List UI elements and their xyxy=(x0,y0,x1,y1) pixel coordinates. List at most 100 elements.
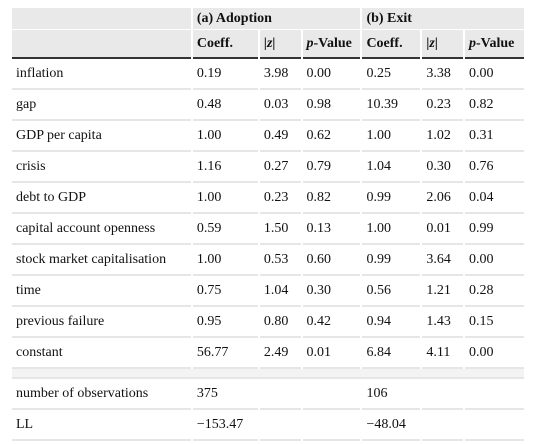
col-header-z-a: |z| xyxy=(259,29,301,59)
cell-p-a: 0.42 xyxy=(302,307,361,338)
cell-p-a: 0.79 xyxy=(302,152,361,183)
cell-p-b: 0.82 xyxy=(464,90,524,121)
col-header-coeff-a: Coeff. xyxy=(192,29,258,59)
cell-p-b: 0.00 xyxy=(464,245,524,276)
row-label: GDP per capita xyxy=(12,121,191,152)
table-row: crisis 1.16 0.27 0.79 1.04 0.30 0.76 xyxy=(12,152,524,183)
cell-coeff-a: 1.00 xyxy=(192,121,258,152)
cell-p-b: 0.28 xyxy=(464,276,524,307)
footer-value-b: 106 xyxy=(362,379,421,410)
cell-p-b: 0.31 xyxy=(464,121,524,152)
cell-p-a: 0.30 xyxy=(302,276,361,307)
cell-coeff-b: 0.99 xyxy=(362,245,421,276)
empty-cell xyxy=(302,379,361,410)
empty-cell xyxy=(259,379,301,410)
cell-coeff-b: 1.00 xyxy=(362,214,421,245)
row-label: stock market capitalisation xyxy=(12,245,191,276)
p-italic: p xyxy=(306,35,314,51)
table-body: inflation 0.19 3.98 0.00 0.25 3.38 0.00 gap 0.48… xyxy=(12,59,524,441)
table-row: capital account openness 0.59 1.50 0.13 1.00… xyxy=(12,214,524,245)
cell-p-a: 0.13 xyxy=(302,214,361,245)
cell-coeff-b: 0.56 xyxy=(362,276,421,307)
cell-coeff-a: 0.19 xyxy=(192,59,258,90)
cell-z-a: 3.98 xyxy=(259,59,301,90)
table-row: GDP per capita 1.00 0.49 0.62 1.00 1.02 0.31 xyxy=(12,121,524,152)
empty-cell xyxy=(464,379,524,410)
cell-z-a: 1.50 xyxy=(259,214,301,245)
cell-z-b: 2.06 xyxy=(422,183,463,214)
cell-coeff-a: 0.59 xyxy=(192,214,258,245)
cell-p-a: 0.00 xyxy=(302,59,361,90)
cell-p-a: 0.82 xyxy=(302,183,361,214)
empty-cell xyxy=(259,410,301,441)
footer-row: number of observations 375 106 xyxy=(12,379,524,410)
table-row: time 0.75 1.04 0.30 0.56 1.21 0.28 xyxy=(12,276,524,307)
cell-coeff-a: 0.75 xyxy=(192,276,258,307)
cell-p-b: 0.00 xyxy=(464,338,524,369)
cell-z-a: 2.49 xyxy=(259,338,301,369)
footer-value-a: 375 xyxy=(192,379,258,410)
row-label: gap xyxy=(12,90,191,121)
cell-coeff-b: 0.99 xyxy=(362,183,421,214)
footer-row: LL −153.47 −48.04 xyxy=(12,410,524,441)
cell-z-a: 0.23 xyxy=(259,183,301,214)
cell-z-b: 0.30 xyxy=(422,152,463,183)
table-row: constant 56.77 2.49 0.01 6.84 4.11 0.00 xyxy=(12,338,524,369)
table-row: gap 0.48 0.03 0.98 10.39 0.23 0.82 xyxy=(12,90,524,121)
empty-cell xyxy=(464,410,524,441)
cell-z-b: 3.38 xyxy=(422,59,463,90)
cell-coeff-b: 0.94 xyxy=(362,307,421,338)
empty-cell xyxy=(422,410,463,441)
cell-p-a: 0.62 xyxy=(302,121,361,152)
cell-p-b: 0.04 xyxy=(464,183,524,214)
cell-z-a: 0.53 xyxy=(259,245,301,276)
cell-coeff-b: 10.39 xyxy=(362,90,421,121)
z-label: |z| xyxy=(263,35,276,51)
row-label: crisis xyxy=(12,152,191,183)
cell-z-b: 0.01 xyxy=(422,214,463,245)
cell-coeff-b: 1.00 xyxy=(362,121,421,152)
row-label: time xyxy=(12,276,191,307)
cell-p-a: 0.01 xyxy=(302,338,361,369)
row-label: capital account openness xyxy=(12,214,191,245)
group-header-exit: (b) Exit xyxy=(362,8,524,29)
cell-z-b: 0.23 xyxy=(422,90,463,121)
cell-coeff-a: 56.77 xyxy=(192,338,258,369)
cell-coeff-a: 1.00 xyxy=(192,183,258,214)
table-row: previous failure 0.95 0.80 0.42 0.94 1.43 0.15 xyxy=(12,307,524,338)
cell-p-a: 0.60 xyxy=(302,245,361,276)
cell-coeff-b: 6.84 xyxy=(362,338,421,369)
header-blank xyxy=(12,8,191,29)
empty-cell xyxy=(302,410,361,441)
cell-z-b: 3.64 xyxy=(422,245,463,276)
col-header-coeff-b: Coeff. xyxy=(362,29,421,59)
header-blank xyxy=(12,29,191,59)
row-label: number of observations xyxy=(12,379,191,410)
row-label: debt to GDP xyxy=(12,183,191,214)
row-label: previous failure xyxy=(12,307,191,338)
cell-coeff-a: 0.48 xyxy=(192,90,258,121)
cell-z-a: 0.03 xyxy=(259,90,301,121)
header-column-row: Coeff. |z| p-Value Coeff. |z| p-Value xyxy=(12,29,524,59)
cell-z-a: 0.80 xyxy=(259,307,301,338)
cell-z-a: 1.04 xyxy=(259,276,301,307)
header-group-row: (a) Adoption (b) Exit xyxy=(12,8,524,29)
cell-z-b: 1.43 xyxy=(422,307,463,338)
table-row: stock market capitalisation 1.00 0.53 0.60 0… xyxy=(12,245,524,276)
footer-value-b: −48.04 xyxy=(362,410,421,441)
cell-coeff-a: 0.95 xyxy=(192,307,258,338)
cell-z-b: 4.11 xyxy=(422,338,463,369)
cell-p-b: 0.00 xyxy=(464,59,524,90)
footer-value-a: −153.47 xyxy=(192,410,258,441)
cell-z-b: 1.21 xyxy=(422,276,463,307)
regression-table: (a) Adoption (b) Exit Coeff. |z| p-Value… xyxy=(10,8,526,441)
row-label: inflation xyxy=(12,59,191,90)
spacer-row xyxy=(12,369,524,379)
cell-coeff-b: 1.04 xyxy=(362,152,421,183)
cell-p-a: 0.98 xyxy=(302,90,361,121)
cell-p-b: 0.99 xyxy=(464,214,524,245)
cell-p-b: 0.15 xyxy=(464,307,524,338)
table-row: inflation 0.19 3.98 0.00 0.25 3.38 0.00 xyxy=(12,59,524,90)
empty-cell xyxy=(422,379,463,410)
cell-z-b: 1.02 xyxy=(422,121,463,152)
